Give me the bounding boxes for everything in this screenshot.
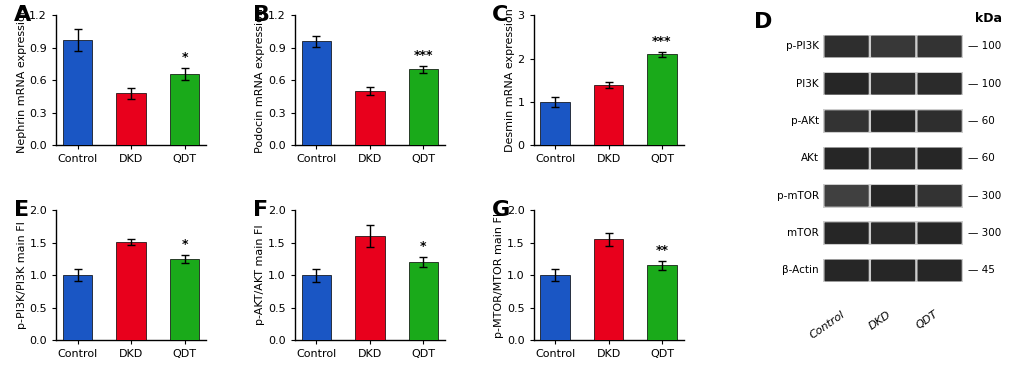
Text: *: *	[181, 51, 187, 64]
Bar	[822, 222, 962, 245]
Bar	[302, 41, 331, 145]
FancyBboxPatch shape	[870, 36, 914, 57]
FancyBboxPatch shape	[823, 148, 868, 169]
FancyBboxPatch shape	[870, 185, 914, 207]
Text: QDT: QDT	[913, 309, 938, 331]
Text: *: *	[181, 238, 187, 251]
Bar	[822, 184, 962, 207]
Bar	[647, 54, 676, 145]
Text: — 100: — 100	[967, 79, 1000, 89]
Text: Control: Control	[807, 309, 846, 340]
FancyBboxPatch shape	[870, 110, 914, 132]
FancyBboxPatch shape	[823, 260, 868, 281]
Bar	[63, 275, 93, 340]
Text: A: A	[14, 5, 32, 25]
Bar	[822, 72, 962, 96]
Text: AKt: AKt	[800, 154, 818, 163]
FancyBboxPatch shape	[917, 110, 961, 132]
FancyBboxPatch shape	[823, 185, 868, 207]
Text: mTOR: mTOR	[787, 228, 818, 238]
Bar	[409, 262, 437, 340]
FancyBboxPatch shape	[823, 222, 868, 244]
Text: kDa: kDa	[974, 12, 1002, 25]
Bar	[822, 259, 962, 282]
Bar	[822, 147, 962, 170]
Text: **: **	[655, 244, 667, 257]
Text: — 300: — 300	[967, 228, 1000, 238]
Text: p-AKt: p-AKt	[790, 116, 818, 126]
Bar	[116, 242, 146, 340]
Bar	[409, 70, 437, 145]
Text: B: B	[253, 5, 270, 25]
Bar	[822, 35, 962, 58]
Bar	[302, 275, 331, 340]
Text: — 60: — 60	[967, 116, 994, 126]
Text: E: E	[14, 200, 30, 220]
FancyBboxPatch shape	[870, 148, 914, 169]
Text: — 300: — 300	[967, 191, 1000, 201]
FancyBboxPatch shape	[917, 260, 961, 281]
Y-axis label: p-MTOR/MTOR main FI: p-MTOR/MTOR main FI	[493, 212, 503, 338]
FancyBboxPatch shape	[823, 110, 868, 132]
FancyBboxPatch shape	[870, 260, 914, 281]
Text: — 100: — 100	[967, 42, 1000, 52]
Text: F: F	[253, 200, 268, 220]
Bar	[355, 91, 384, 145]
FancyBboxPatch shape	[823, 73, 868, 95]
Text: ***: ***	[413, 49, 433, 62]
Text: D: D	[753, 12, 771, 32]
Y-axis label: Podocin mRNA expression: Podocin mRNA expression	[255, 8, 265, 153]
FancyBboxPatch shape	[917, 73, 961, 95]
Text: p-PI3K: p-PI3K	[785, 42, 818, 52]
Text: DKD: DKD	[866, 309, 893, 331]
Text: C: C	[491, 5, 507, 25]
Bar	[170, 74, 199, 145]
Text: *: *	[420, 240, 426, 253]
Bar	[170, 259, 199, 340]
Bar	[540, 275, 570, 340]
Bar	[822, 109, 962, 133]
FancyBboxPatch shape	[917, 222, 961, 244]
Text: — 60: — 60	[967, 154, 994, 163]
Bar	[355, 236, 384, 340]
Text: PI3K: PI3K	[795, 79, 818, 89]
Bar	[593, 84, 623, 145]
FancyBboxPatch shape	[870, 222, 914, 244]
Text: β-Actin: β-Actin	[782, 265, 818, 275]
Y-axis label: Desmin mRNA expression: Desmin mRNA expression	[504, 8, 514, 152]
Text: p-mTOR: p-mTOR	[775, 191, 818, 201]
Bar	[593, 239, 623, 340]
Y-axis label: p-PI3K/PI3K main FI: p-PI3K/PI3K main FI	[16, 221, 26, 329]
Bar	[540, 102, 570, 145]
Bar	[647, 265, 676, 340]
Y-axis label: p-AKT/AKT main FI: p-AKT/AKT main FI	[255, 225, 265, 325]
Text: ***: ***	[651, 35, 672, 48]
FancyBboxPatch shape	[870, 73, 914, 95]
Y-axis label: Nephrin mRNA expression: Nephrin mRNA expression	[16, 7, 26, 153]
Text: — 45: — 45	[967, 265, 994, 275]
FancyBboxPatch shape	[917, 185, 961, 207]
Bar	[63, 40, 93, 145]
FancyBboxPatch shape	[823, 36, 868, 57]
Text: G: G	[491, 200, 510, 220]
FancyBboxPatch shape	[917, 36, 961, 57]
FancyBboxPatch shape	[917, 148, 961, 169]
Bar	[116, 93, 146, 145]
